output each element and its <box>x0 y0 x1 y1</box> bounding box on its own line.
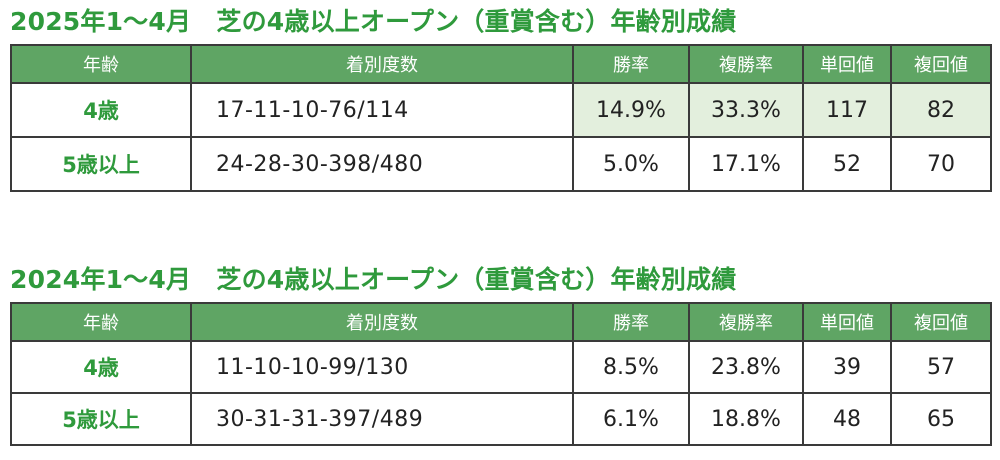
age-cell: 4歳 <box>10 340 192 394</box>
table-row: 4歳 17-11-10-76/114 14.9% 33.3% 117 82 <box>10 82 992 138</box>
win-return-cell: 52 <box>802 136 892 192</box>
header-win-rate: 勝率 <box>572 44 690 84</box>
header-record: 着別度数 <box>190 302 574 342</box>
section-title: 2025年1～4月 芝の4歳以上オープン（重賞含む）年齢別成績 <box>10 7 737 36</box>
header-place-rate: 複勝率 <box>688 302 804 342</box>
age-results-table: 年齢 着別度数 勝率 複勝率 単回値 複回値 4歳 11-10-10-99/13… <box>10 302 992 446</box>
win-rate-cell: 14.9% <box>572 82 690 138</box>
win-return-cell: 117 <box>802 82 892 138</box>
header-win-return: 単回値 <box>802 44 892 84</box>
win-rate-cell: 5.0% <box>572 136 690 192</box>
place-rate-cell: 33.3% <box>688 82 804 138</box>
win-return-cell: 39 <box>802 340 892 394</box>
table-header-row: 年齢 着別度数 勝率 複勝率 単回値 複回値 <box>10 302 992 342</box>
age-results-table: 年齢 着別度数 勝率 複勝率 単回値 複回値 4歳 17-11-10-76/11… <box>10 44 992 192</box>
header-win-rate: 勝率 <box>572 302 690 342</box>
place-rate-cell: 18.8% <box>688 392 804 446</box>
results-section-2025: 2025年1～4月 芝の4歳以上オープン（重賞含む）年齢別成績 年齢 着別度数 … <box>10 0 992 192</box>
header-place-return: 複回値 <box>890 44 992 84</box>
age-cell: 5歳以上 <box>10 136 192 192</box>
section-title: 2024年1～4月 芝の4歳以上オープン（重賞含む）年齢別成績 <box>10 265 737 294</box>
age-cell: 4歳 <box>10 82 192 138</box>
header-record: 着別度数 <box>190 44 574 84</box>
record-cell: 24-28-30-398/480 <box>190 136 574 192</box>
table-row: 5歳以上 24-28-30-398/480 5.0% 17.1% 52 70 <box>10 136 992 192</box>
place-return-cell: 57 <box>890 340 992 394</box>
place-return-cell: 70 <box>890 136 992 192</box>
header-age: 年齢 <box>10 44 192 84</box>
win-rate-cell: 6.1% <box>572 392 690 446</box>
table-header-row: 年齢 着別度数 勝率 複勝率 単回値 複回値 <box>10 44 992 84</box>
place-return-cell: 82 <box>890 82 992 138</box>
table-row: 5歳以上 30-31-31-397/489 6.1% 18.8% 48 65 <box>10 392 992 446</box>
record-cell: 17-11-10-76/114 <box>190 82 574 138</box>
win-return-cell: 48 <box>802 392 892 446</box>
place-return-cell: 65 <box>890 392 992 446</box>
age-cell: 5歳以上 <box>10 392 192 446</box>
record-cell: 11-10-10-99/130 <box>190 340 574 394</box>
header-age: 年齢 <box>10 302 192 342</box>
table-row: 4歳 11-10-10-99/130 8.5% 23.8% 39 57 <box>10 340 992 394</box>
header-place-return: 複回値 <box>890 302 992 342</box>
header-place-rate: 複勝率 <box>688 44 804 84</box>
record-cell: 30-31-31-397/489 <box>190 392 574 446</box>
place-rate-cell: 23.8% <box>688 340 804 394</box>
results-section-2024: 2024年1～4月 芝の4歳以上オープン（重賞含む）年齢別成績 年齢 着別度数 … <box>10 258 992 446</box>
win-rate-cell: 8.5% <box>572 340 690 394</box>
header-win-return: 単回値 <box>802 302 892 342</box>
place-rate-cell: 17.1% <box>688 136 804 192</box>
